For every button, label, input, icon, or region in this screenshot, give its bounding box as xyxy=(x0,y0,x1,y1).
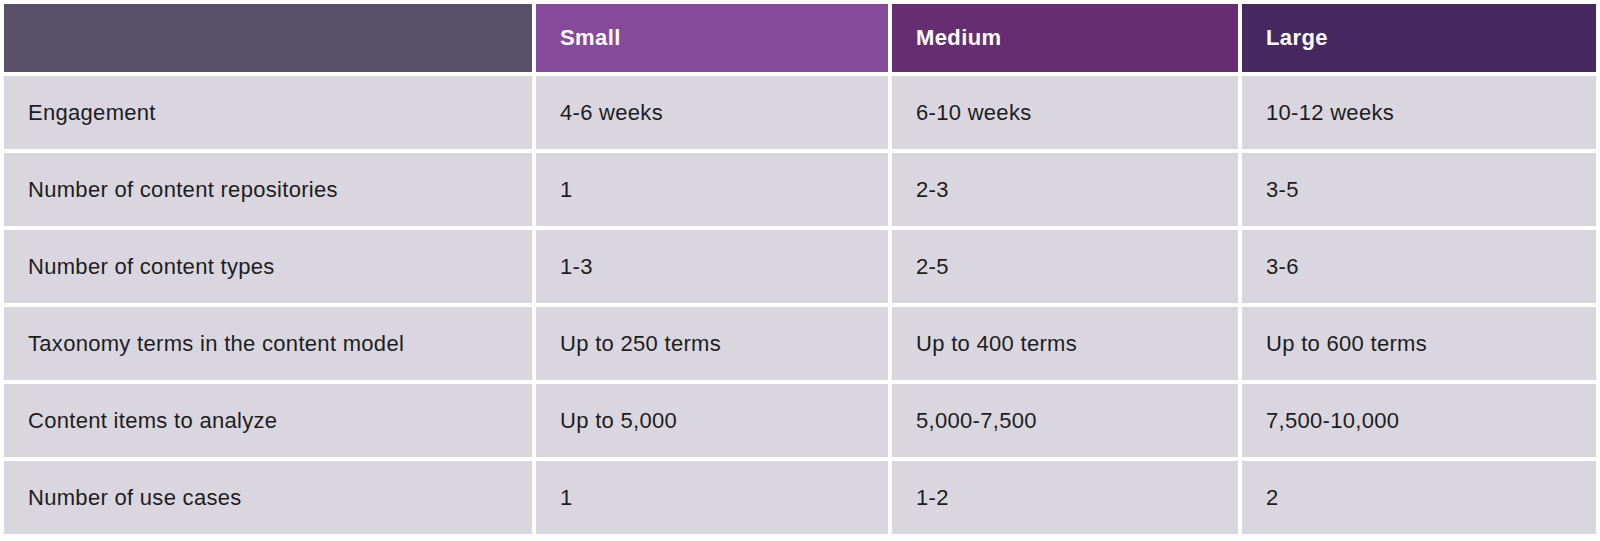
cell-medium: Up to 400 terms xyxy=(892,307,1238,380)
column-header-medium: Medium xyxy=(892,4,1238,72)
column-header-large: Large xyxy=(1242,4,1596,72)
table-body: Engagement 4-6 weeks 6-10 weeks 10-12 we… xyxy=(4,76,1596,534)
cell-large: 7,500-10,000 xyxy=(1242,384,1596,457)
row-label: Content items to analyze xyxy=(4,384,532,457)
cell-small: 1-3 xyxy=(536,230,888,303)
table-row-use-cases: Number of use cases 1 1-2 2 xyxy=(4,461,1596,534)
row-label: Number of use cases xyxy=(4,461,532,534)
row-label: Number of content repositories xyxy=(4,153,532,226)
corner-header-cell xyxy=(4,4,532,72)
cell-small: 1 xyxy=(536,153,888,226)
cell-medium: 6-10 weeks xyxy=(892,76,1238,149)
cell-large: Up to 600 terms xyxy=(1242,307,1596,380)
column-header-small: Small xyxy=(536,4,888,72)
table-header: Small Medium Large xyxy=(4,4,1596,72)
table-row-content-items: Content items to analyze Up to 5,000 5,0… xyxy=(4,384,1596,457)
cell-large: 3-5 xyxy=(1242,153,1596,226)
cell-small: 4-6 weeks xyxy=(536,76,888,149)
table-row-engagement: Engagement 4-6 weeks 6-10 weeks 10-12 we… xyxy=(4,76,1596,149)
cell-large: 3-6 xyxy=(1242,230,1596,303)
table-row-taxonomy-terms: Taxonomy terms in the content model Up t… xyxy=(4,307,1596,380)
sizing-comparison-table: Small Medium Large Engagement 4-6 weeks … xyxy=(0,0,1600,538)
cell-large: 2 xyxy=(1242,461,1596,534)
cell-medium: 1-2 xyxy=(892,461,1238,534)
cell-small: 1 xyxy=(536,461,888,534)
cell-medium: 2-5 xyxy=(892,230,1238,303)
table-row-content-types: Number of content types 1-3 2-5 3-6 xyxy=(4,230,1596,303)
row-label: Taxonomy terms in the content model xyxy=(4,307,532,380)
table-row-content-repositories: Number of content repositories 1 2-3 3-5 xyxy=(4,153,1596,226)
cell-medium: 5,000-7,500 xyxy=(892,384,1238,457)
row-label: Number of content types xyxy=(4,230,532,303)
cell-small: Up to 5,000 xyxy=(536,384,888,457)
row-label: Engagement xyxy=(4,76,532,149)
cell-medium: 2-3 xyxy=(892,153,1238,226)
header-row: Small Medium Large xyxy=(4,4,1596,72)
cell-small: Up to 250 terms xyxy=(536,307,888,380)
cell-large: 10-12 weeks xyxy=(1242,76,1596,149)
